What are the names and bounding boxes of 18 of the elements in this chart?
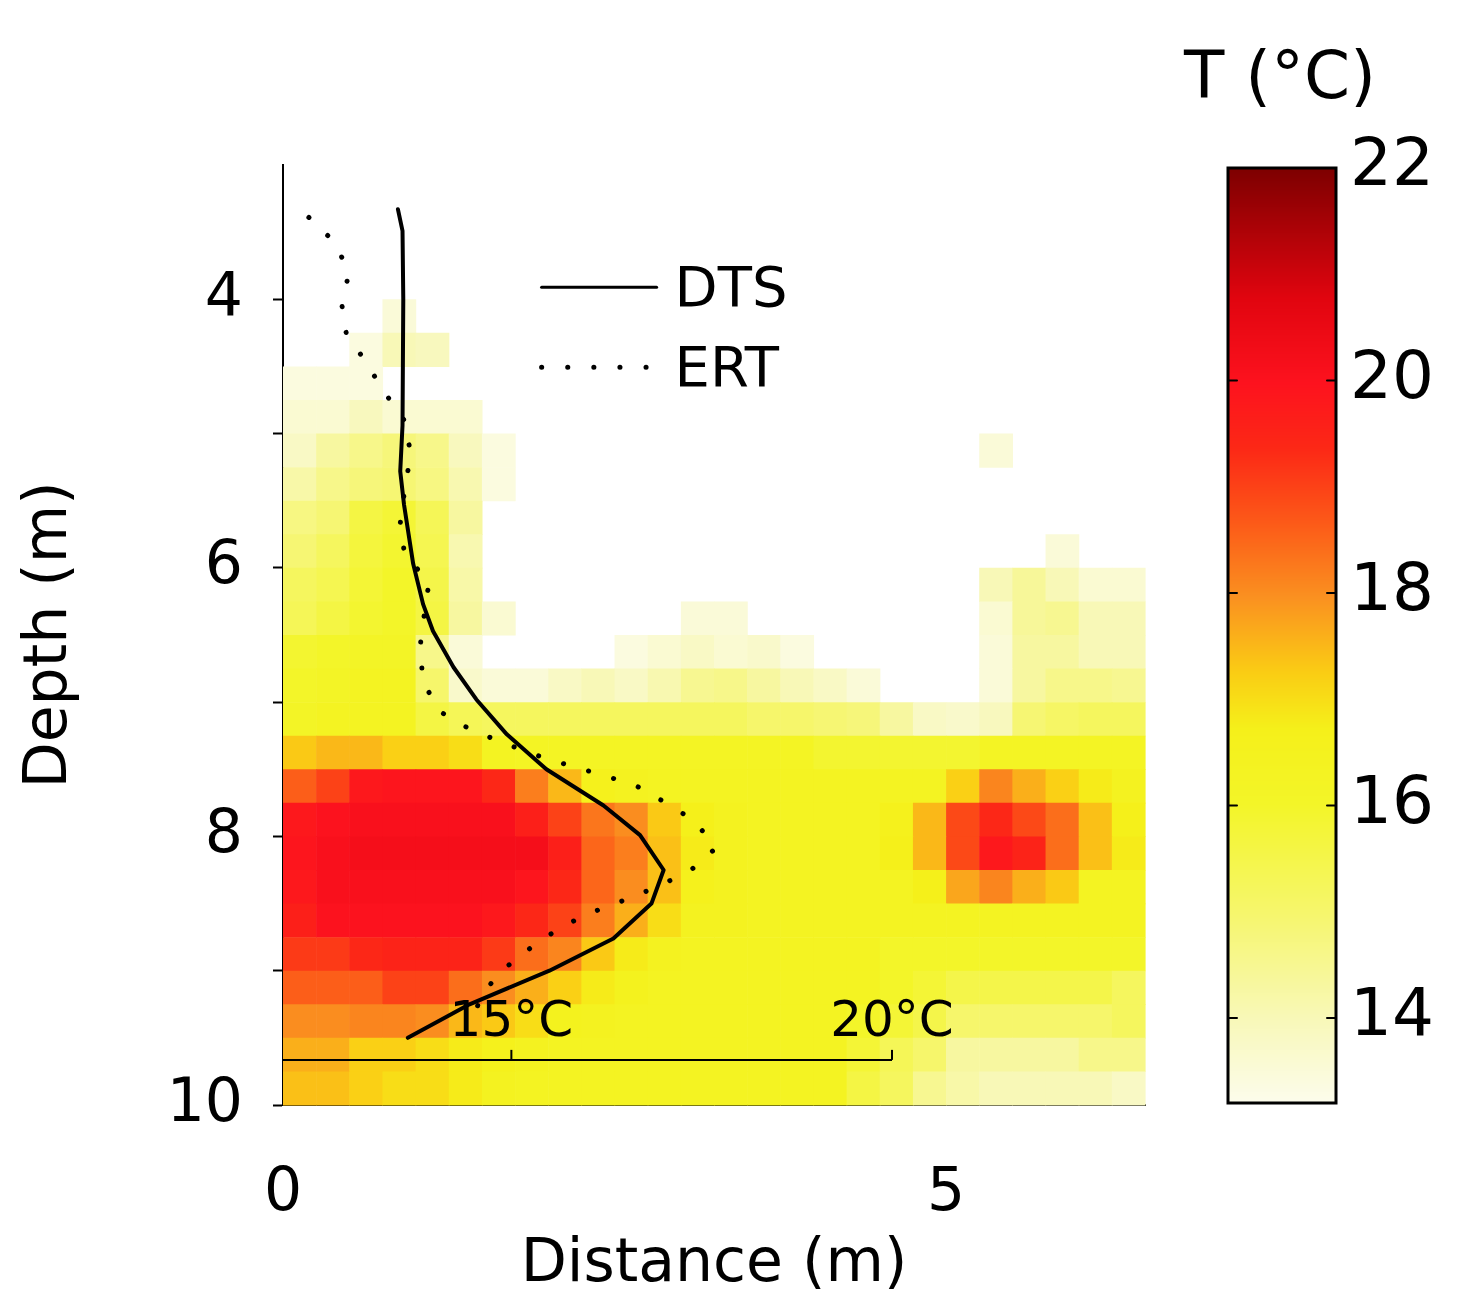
y-tick-label: 4 [204, 258, 243, 329]
color-bar-label: 22 [1350, 124, 1434, 202]
color-bar-title: T (°C) [1183, 37, 1376, 114]
color-bar-label: 14 [1350, 974, 1434, 1052]
x-axis-title: Distance (m) [520, 1224, 908, 1295]
x-tick-label: 5 [926, 1153, 966, 1224]
x2-tick-label: 15°C [449, 989, 574, 1048]
y-tick-label: 6 [204, 527, 243, 598]
color-bar-label: 16 [1350, 761, 1434, 839]
color-bar-label: 18 [1350, 549, 1434, 627]
legend-label: DTS [674, 253, 788, 319]
y-tick-label: 8 [204, 796, 243, 867]
color-bar-label: 20 [1350, 336, 1434, 414]
x2-tick-label: 20°C [830, 989, 954, 1048]
x-tick-label: 0 [263, 1153, 303, 1224]
y-tick-label: 10 [166, 1064, 243, 1135]
legend-label: ERT [674, 333, 780, 399]
y-axis-title: Depth (m) [9, 481, 80, 789]
